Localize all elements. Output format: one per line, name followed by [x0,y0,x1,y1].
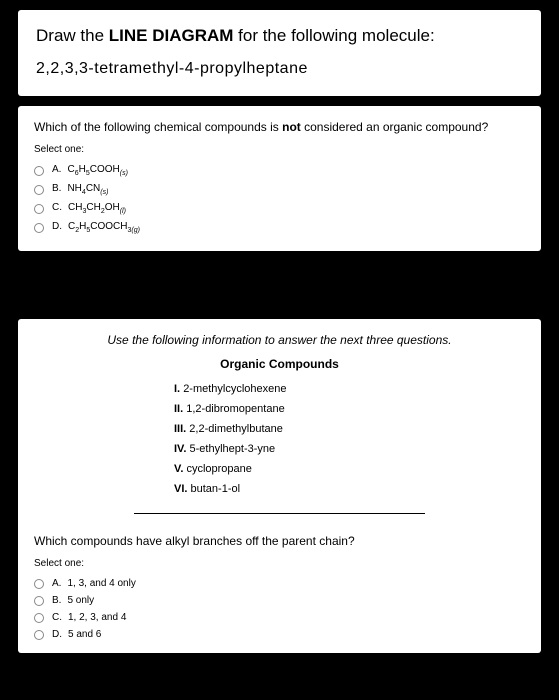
compound-num: VI. [174,483,187,495]
compound-name: butan-1-ol [191,483,241,495]
option-label: 1, 2, 3, and 4 [68,612,126,623]
option-letter: B. [52,595,61,606]
compound-name: 1,2-dibromopentane [186,403,284,415]
compound-num: V. [174,463,183,475]
question-2-card: Which of the following chemical compound… [18,106,541,251]
radio-icon [34,223,44,233]
q2-text: Which of the following chemical compound… [34,120,525,134]
question-1-card: Draw the LINE DIAGRAM for the following … [18,10,541,96]
option-label: 5 only [67,595,94,606]
q1-title-bold: LINE DIAGRAM [109,26,234,45]
radio-icon [34,204,44,214]
compound-name: 5-ethylhept-3-yne [190,443,276,455]
compound-list: I. 2-methylcyclohexene II. 1,2-dibromope… [174,379,525,499]
option-letter: D. [52,629,62,640]
q3-option-b[interactable]: B. 5 only [34,592,525,609]
q3-option-c[interactable]: C. 1, 2, 3, and 4 [34,609,525,626]
compound-name: 2,2-dimethylbutane [189,423,283,435]
compound-item: VI. butan-1-ol [174,479,525,499]
option-letter: B. [52,183,61,194]
compound-num: III. [174,423,186,435]
radio-icon [34,596,44,606]
radio-icon [34,185,44,195]
q1-molecule: 2,2,3,3-tetramethyl-4-propylheptane [36,60,523,78]
q2-option-a[interactable]: A. C6H5COOH(s) [34,161,525,180]
compound-item: II. 1,2-dibromopentane [174,399,525,419]
compound-name: cyclopropane [186,463,251,475]
option-letter: A. [52,164,61,175]
compound-item: I. 2-methylcyclohexene [174,379,525,399]
info-heading: Organic Compounds [34,357,525,371]
info-lead: Use the following information to answer … [34,333,525,347]
radio-icon [34,579,44,589]
option-label: 5 and 6 [68,629,101,640]
q2-options: A. C6H5COOH(s) B. NH4CN(s) C. CH3CH2OH(l) D… [34,161,525,237]
q2-select-one: Select one: [34,144,525,155]
option-letter: C. [52,612,62,623]
compound-num: I. [174,383,180,395]
option-formula: C2H5COOCH3(g) [68,221,140,232]
radio-icon [34,630,44,640]
question-3-card: Use the following information to answer … [18,319,541,653]
compound-num: II. [174,403,183,415]
q2-text-post: considered an organic compound? [301,120,488,134]
q1-title-pre: Draw the [36,26,109,45]
option-letter: D. [52,221,62,232]
q3-select-one: Select one: [34,558,525,569]
q2-option-d[interactable]: D. C2H5COOCH3(g) [34,218,525,237]
q3-options: A. 1, 3, and 4 only B. 5 only C. 1, 2, 3, a… [34,575,525,643]
q1-title-post: for the following molecule: [233,26,434,45]
compound-item: IV. 5-ethylhept-3-yne [174,439,525,459]
q2-option-b[interactable]: B. NH4CN(s) [34,180,525,199]
q1-title: Draw the LINE DIAGRAM for the following … [36,26,523,46]
q3-option-a[interactable]: A. 1, 3, and 4 only [34,575,525,592]
q2-option-c[interactable]: C. CH3CH2OH(l) [34,199,525,218]
q3-option-d[interactable]: D. 5 and 6 [34,626,525,643]
compound-num: IV. [174,443,186,455]
spacer [18,261,541,319]
compound-item: V. cyclopropane [174,459,525,479]
option-formula: CH3CH2OH(l) [68,202,126,213]
compound-item: III. 2,2-dimethylbutane [174,419,525,439]
option-letter: C. [52,202,62,213]
q2-text-pre: Which of the following chemical compound… [34,120,282,134]
option-letter: A. [52,578,61,589]
divider [134,513,425,514]
option-formula: C6H5COOH(s) [67,164,127,175]
q3-text: Which compounds have alkyl branches off … [34,534,525,548]
radio-icon [34,613,44,623]
compound-name: 2-methylcyclohexene [183,383,286,395]
option-formula: NH4CN(s) [67,183,108,194]
q2-text-bold: not [282,120,301,134]
option-label: 1, 3, and 4 only [67,578,135,589]
radio-icon [34,166,44,176]
